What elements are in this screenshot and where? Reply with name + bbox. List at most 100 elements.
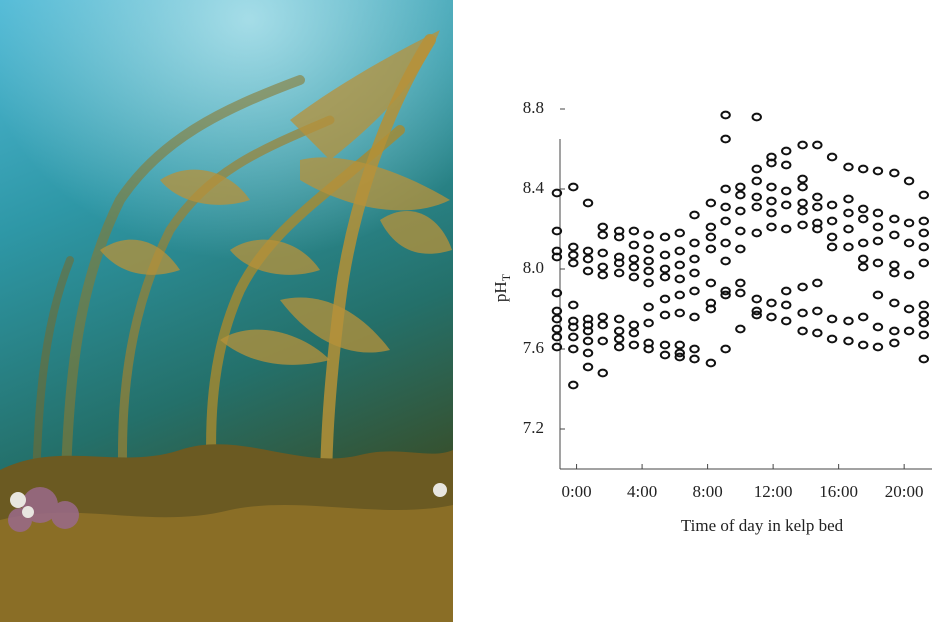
data-point (707, 360, 715, 367)
data-point (569, 260, 577, 267)
data-point (707, 280, 715, 287)
data-point (874, 324, 882, 331)
page: pHT Time of day in kelp bed 7.27.68.08.4… (0, 0, 934, 622)
data-point (798, 200, 806, 207)
data-point (690, 314, 698, 321)
data-point (690, 240, 698, 247)
y-tick-label: 8.0 (523, 258, 544, 277)
data-point (569, 184, 577, 191)
data-point (569, 346, 577, 353)
data-point (615, 344, 623, 351)
x-tick-label: 8:00 (692, 482, 722, 501)
data-point (890, 300, 898, 307)
data-point (874, 260, 882, 267)
data-point (890, 328, 898, 335)
data-point (599, 370, 607, 377)
data-point (753, 296, 761, 303)
data-point (859, 314, 867, 321)
data-point (661, 252, 669, 259)
data-point (920, 302, 928, 309)
data-point (569, 334, 577, 341)
data-point (630, 330, 638, 337)
data-point (767, 224, 775, 231)
data-point (584, 248, 592, 255)
data-point (721, 240, 729, 247)
data-point (844, 318, 852, 325)
data-point (890, 216, 898, 223)
data-point (890, 170, 898, 177)
data-point (782, 302, 790, 309)
data-point (584, 268, 592, 275)
data-point (828, 154, 836, 161)
data-point (782, 318, 790, 325)
data-point (753, 178, 761, 185)
data-point (874, 224, 882, 231)
data-point (736, 290, 744, 297)
data-point (859, 264, 867, 271)
data-point (599, 250, 607, 257)
data-point (676, 342, 684, 349)
data-point (753, 194, 761, 201)
data-point (813, 204, 821, 211)
data-point (844, 210, 852, 217)
data-point (798, 176, 806, 183)
data-point (707, 246, 715, 253)
data-point (707, 234, 715, 241)
data-point (798, 142, 806, 149)
data-point (644, 268, 652, 275)
data-point (661, 274, 669, 281)
data-point (736, 246, 744, 253)
data-point (753, 204, 761, 211)
y-axis-label: pHT (491, 273, 513, 302)
data-point (707, 200, 715, 207)
plot-area: 7.27.68.08.48.80:004:008:0012:0016:0020:… (523, 98, 932, 501)
data-point (813, 280, 821, 287)
data-point (782, 288, 790, 295)
x-tick-label: 16:00 (819, 482, 858, 501)
data-point (661, 266, 669, 273)
data-point (782, 226, 790, 233)
data-point (644, 258, 652, 265)
data-point (920, 244, 928, 251)
data-point (690, 212, 698, 219)
data-point (644, 320, 652, 327)
data-point (828, 316, 836, 323)
data-point (844, 338, 852, 345)
data-point (599, 338, 607, 345)
x-axis-label: Time of day in kelp bed (681, 516, 844, 535)
y-tick-label: 8.4 (523, 178, 545, 197)
data-point (690, 288, 698, 295)
data-point (584, 338, 592, 345)
data-point (630, 274, 638, 281)
data-point (859, 216, 867, 223)
data-point (721, 218, 729, 225)
data-point (753, 230, 761, 237)
data-point (905, 178, 913, 185)
data-point (644, 280, 652, 287)
data-point (644, 246, 652, 253)
data-point (615, 270, 623, 277)
data-point (569, 302, 577, 309)
data-point (920, 356, 928, 363)
data-point (690, 356, 698, 363)
data-point (813, 330, 821, 337)
data-point (676, 248, 684, 255)
kelp-photo (0, 0, 453, 622)
figure: pHT Time of day in kelp bed 7.27.68.08.4… (0, 0, 934, 622)
x-tick-label: 20:00 (885, 482, 924, 501)
data-point (920, 332, 928, 339)
data-point (690, 270, 698, 277)
data-point (813, 142, 821, 149)
x-tick-label: 4:00 (627, 482, 657, 501)
data-point (920, 218, 928, 225)
data-point (798, 328, 806, 335)
data-point (707, 224, 715, 231)
data-point (736, 184, 744, 191)
data-point (859, 342, 867, 349)
data-point (920, 260, 928, 267)
data-point (859, 206, 867, 213)
data-point (844, 196, 852, 203)
data-point (798, 310, 806, 317)
data-point (599, 232, 607, 239)
data-point (721, 112, 729, 119)
